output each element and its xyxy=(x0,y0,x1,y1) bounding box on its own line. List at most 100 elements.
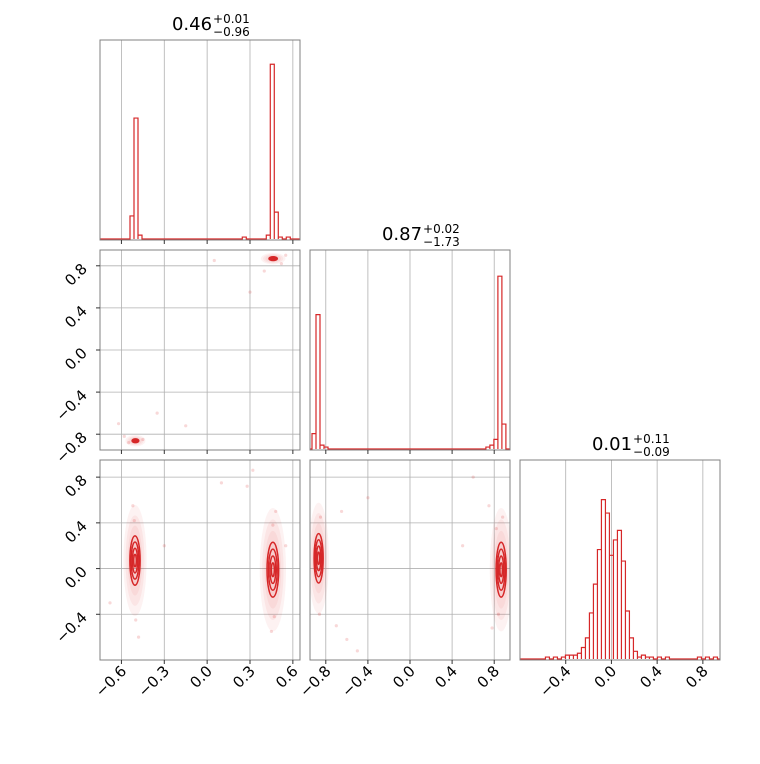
y-tick-label: 0.8 xyxy=(61,471,91,501)
scatter-point xyxy=(355,649,359,653)
parameter-title: 0.87 xyxy=(382,224,422,245)
pair-panel-1-0: −0.8 −0.4 0.0 0.4 0.8 xyxy=(52,249,301,467)
x-tick-label: 0.3 xyxy=(229,662,259,692)
scatter-point xyxy=(271,523,275,527)
density-contour xyxy=(129,535,141,587)
histogram-panel-2 xyxy=(519,459,721,664)
y-tick-label: 0.0 xyxy=(61,563,91,593)
scatter-point xyxy=(334,624,338,628)
density-contour xyxy=(496,548,506,592)
title-upper-error: +0.02 xyxy=(423,222,460,236)
pair-panel-2-1 xyxy=(309,459,511,664)
scatter-point xyxy=(262,269,266,273)
density-shade xyxy=(259,508,286,632)
density-shade xyxy=(262,519,284,620)
density-contour xyxy=(132,553,138,568)
scatter-point xyxy=(122,434,126,438)
x-tick-label: −0.3 xyxy=(135,662,173,700)
density-contour xyxy=(316,551,321,566)
panel-frame xyxy=(519,459,721,661)
y-tick-label: −0.4 xyxy=(52,608,90,646)
histogram-steps xyxy=(100,63,300,240)
scatter-point xyxy=(251,468,255,472)
title-lower-error: −0.09 xyxy=(633,445,670,459)
scatter-point xyxy=(116,422,121,426)
y-tick-label: 0.8 xyxy=(61,260,91,290)
pair-content xyxy=(100,250,300,450)
histogram-panel-1 xyxy=(309,249,511,454)
scatter-point xyxy=(345,637,349,642)
panel-frame xyxy=(99,459,301,661)
scatter-point xyxy=(126,441,131,445)
y-tick-label: −0.8 xyxy=(52,428,90,466)
scatter-point xyxy=(245,484,249,488)
density-shade xyxy=(125,515,145,606)
x-tick-label: 0.0 xyxy=(591,662,621,692)
density-contour xyxy=(313,532,324,584)
scatter-point xyxy=(496,612,501,616)
density-contour xyxy=(269,555,277,585)
pair-content xyxy=(100,460,300,660)
scatter-point xyxy=(471,475,475,479)
y-tick-label: 0.4 xyxy=(61,517,91,547)
x-tick-label: 0.8 xyxy=(473,662,503,692)
x-tick-label: 0.0 xyxy=(186,662,216,692)
y-tick-label: 0.4 xyxy=(61,302,91,332)
pair-panel-2-0: −0.4 0.0 0.4 0.8 xyxy=(52,459,301,664)
scatter-point xyxy=(134,618,138,622)
scatter-point xyxy=(487,504,491,508)
panel-frame xyxy=(99,39,301,241)
density-contour xyxy=(133,439,138,443)
density-contour xyxy=(497,555,505,585)
x-tick-label: 0.4 xyxy=(431,662,461,692)
density-contour xyxy=(499,562,504,578)
scatter-point xyxy=(248,290,252,294)
scatter-point xyxy=(501,515,505,519)
pair-content xyxy=(310,460,510,660)
x-tick-label: −0.4 xyxy=(536,662,574,700)
scatter-point xyxy=(219,481,224,485)
histogram-steps xyxy=(310,275,510,450)
histogram-steps xyxy=(520,499,720,660)
scatter-point xyxy=(108,601,112,605)
density-contour xyxy=(495,541,507,598)
density-contour xyxy=(314,539,323,578)
title-value: 0.01 xyxy=(592,434,632,455)
scatter-point xyxy=(279,262,284,266)
density-contour xyxy=(266,541,280,598)
histogram-panel-0 xyxy=(99,39,301,244)
scatter-point xyxy=(317,612,322,616)
scatter-point xyxy=(318,515,323,519)
x-tick-label: −0.6 xyxy=(92,662,130,700)
scatter-point xyxy=(131,504,135,508)
density-shade xyxy=(491,519,510,620)
scatter-point xyxy=(461,544,465,548)
title-upper-error: +0.01 xyxy=(213,12,250,26)
scatter-point xyxy=(269,629,274,634)
scatter-point xyxy=(284,253,288,257)
scatter-point xyxy=(272,614,276,619)
density-contour xyxy=(130,541,140,580)
density-contour xyxy=(315,545,322,572)
title-lower-error: −0.96 xyxy=(213,25,250,39)
scatter-point xyxy=(212,258,216,263)
density-contour xyxy=(131,547,139,574)
x-tick-label: −0.4 xyxy=(338,662,376,700)
x-tick-label: 0.8 xyxy=(682,662,712,692)
x-tick-label: 0.4 xyxy=(636,662,666,692)
density-contour xyxy=(271,257,276,261)
density-contour xyxy=(270,562,276,578)
parameter-title: 0.46 xyxy=(172,14,212,35)
x-tick-label: 0.0 xyxy=(389,662,419,692)
parameter-title: 0.01 xyxy=(592,434,632,455)
scatter-point xyxy=(136,635,141,639)
scatter-point xyxy=(162,544,166,548)
scatter-point xyxy=(284,544,288,548)
title-value: 0.46 xyxy=(172,14,212,35)
density-shade xyxy=(123,505,147,617)
x-tick-label: −0.8 xyxy=(296,662,334,700)
density-contour xyxy=(267,548,278,592)
scatter-point xyxy=(132,518,136,523)
